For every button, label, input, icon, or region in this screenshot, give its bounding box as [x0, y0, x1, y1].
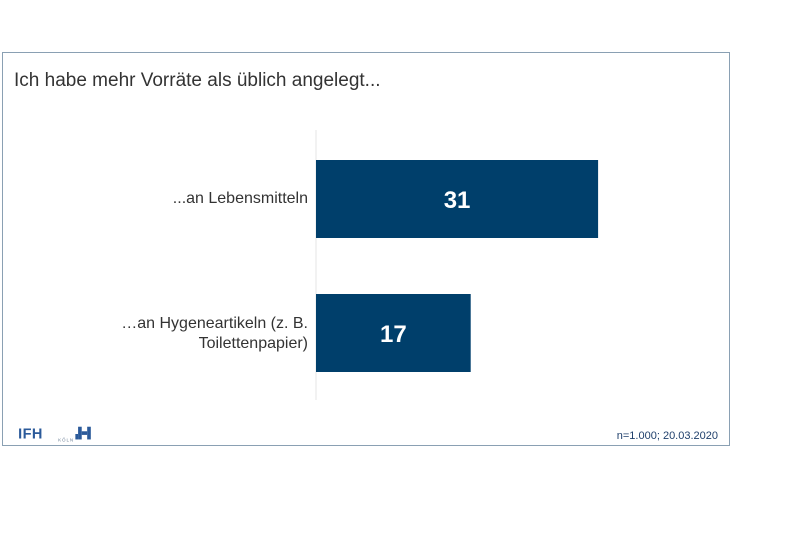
bar-value-label-1: 17 [380, 321, 407, 348]
category-label-1: …an Hygeneartikeln (z. B. Toilettenpapie… [121, 315, 308, 352]
bar-1 [316, 294, 471, 372]
category-label-0: ...an Lebensmitteln [172, 190, 308, 207]
sample-note: n=1.000; 20.03.2020 [616, 430, 718, 442]
chart-frame [2, 52, 730, 446]
chart-title: Ich habe mehr Vorräte als üblich angeleg… [14, 70, 381, 91]
bar-value-label-0: 31 [444, 187, 471, 214]
bar-0 [316, 160, 599, 238]
logo-text: IFH [18, 427, 43, 443]
ifh-logo: IFH KÖLN [18, 427, 91, 443]
logo-subtext: KÖLN [58, 436, 74, 442]
